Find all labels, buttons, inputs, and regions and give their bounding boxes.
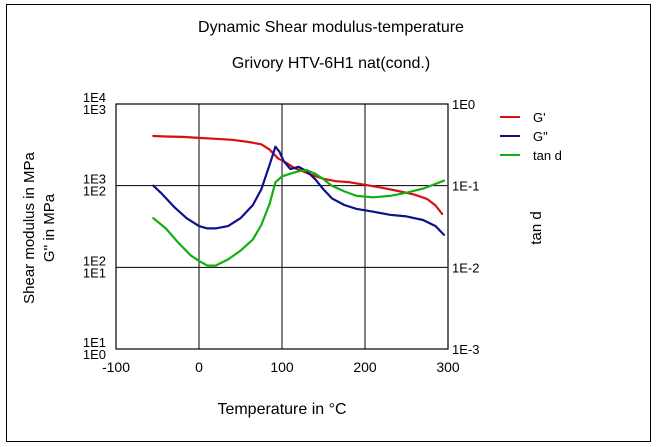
y-axis-label-inner: G'' in MPa: [41, 193, 58, 262]
x-tick-label: 0: [195, 359, 203, 375]
y-right-tick-labels: 1E0 1E-1 1E-2 1E-3: [452, 97, 479, 357]
y-left-tick-upper: 1E3: [83, 172, 106, 187]
y2-axis-label: tan d: [528, 211, 545, 244]
legend-label: tan d: [533, 148, 562, 163]
x-axis-label: Temperature in °C: [217, 401, 346, 418]
x-tick-label: -100: [102, 359, 130, 375]
legend: G' G" tan d: [500, 110, 562, 163]
chart-title: Dynamic Shear modulus-temperature: [198, 19, 464, 36]
x-tick-labels: -100 0 100 200 300: [102, 359, 460, 375]
chart-frame: [6, 4, 651, 442]
chart-subtitle: Grivory HTV-6H1 nat(cond.): [232, 55, 430, 72]
series-line-1: [152, 134, 444, 216]
series-line-2: [152, 145, 445, 236]
series-line-3: [152, 169, 445, 267]
legend-label: G': [533, 110, 546, 125]
x-tick-label: 100: [270, 359, 294, 375]
y-right-tick-label: 1E0: [452, 97, 475, 112]
y-left-tick-lower: 1E1: [83, 265, 106, 280]
y-right-tick-label: 1E-1: [452, 179, 479, 194]
legend-label: G": [533, 129, 548, 144]
y-left-tick-upper: 1E1: [83, 335, 106, 350]
x-tick-label: 300: [436, 359, 460, 375]
y-axis-label-outer: Shear modulus in MPa: [21, 151, 38, 303]
y-left-tick-lower: 1E0: [83, 347, 106, 362]
y-left-tick-lower: 1E2: [83, 184, 106, 199]
grid-lines: [116, 104, 448, 349]
y-right-tick-label: 1E-3: [452, 342, 479, 357]
series-lines: [152, 134, 445, 267]
y-left-tick-upper: 1E2: [83, 253, 106, 268]
y-left-tick-lower: 1E3: [83, 102, 106, 117]
y-right-tick-label: 1E-2: [452, 260, 479, 275]
x-tick-label: 200: [353, 359, 377, 375]
y-left-tick-upper: 1E4: [83, 90, 106, 105]
